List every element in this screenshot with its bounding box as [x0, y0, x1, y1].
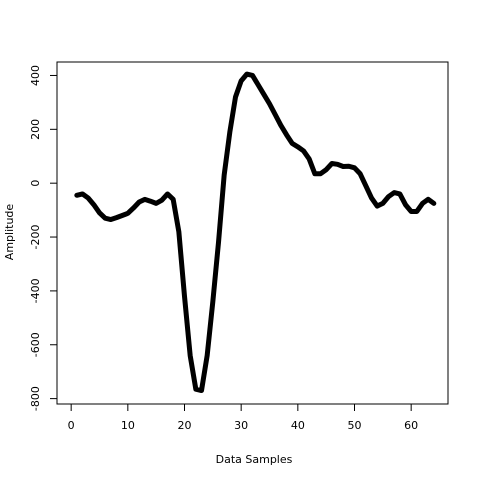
- x-tick-label: 10: [121, 419, 135, 432]
- x-tick-label: 20: [178, 419, 192, 432]
- y-axis: 400 200 0 -200 -400 -600 -800: [29, 65, 57, 411]
- x-axis-label: Data Samples: [216, 453, 293, 466]
- y-tick-label: 400: [29, 65, 42, 86]
- series-group: [74, 71, 437, 394]
- plot-frame: [56, 61, 449, 405]
- x-axis: 0 10 20 30 40 50 60: [68, 404, 418, 432]
- series-line: [74, 71, 437, 394]
- y-tick-label: -400: [29, 278, 42, 303]
- x-tick-label: 0: [68, 419, 75, 432]
- y-tick-label: 200: [29, 119, 42, 140]
- y-tick-label: -800: [29, 386, 42, 411]
- x-tick-label: 50: [348, 419, 362, 432]
- y-tick-label: -600: [29, 332, 42, 357]
- x-tick-label: 40: [291, 419, 305, 432]
- x-tick-label: 60: [404, 419, 418, 432]
- y-tick-label: 0: [29, 180, 42, 187]
- y-axis-label: Amplitude: [3, 204, 16, 261]
- x-tick-label: 30: [234, 419, 248, 432]
- y-tick-label: -200: [29, 225, 42, 250]
